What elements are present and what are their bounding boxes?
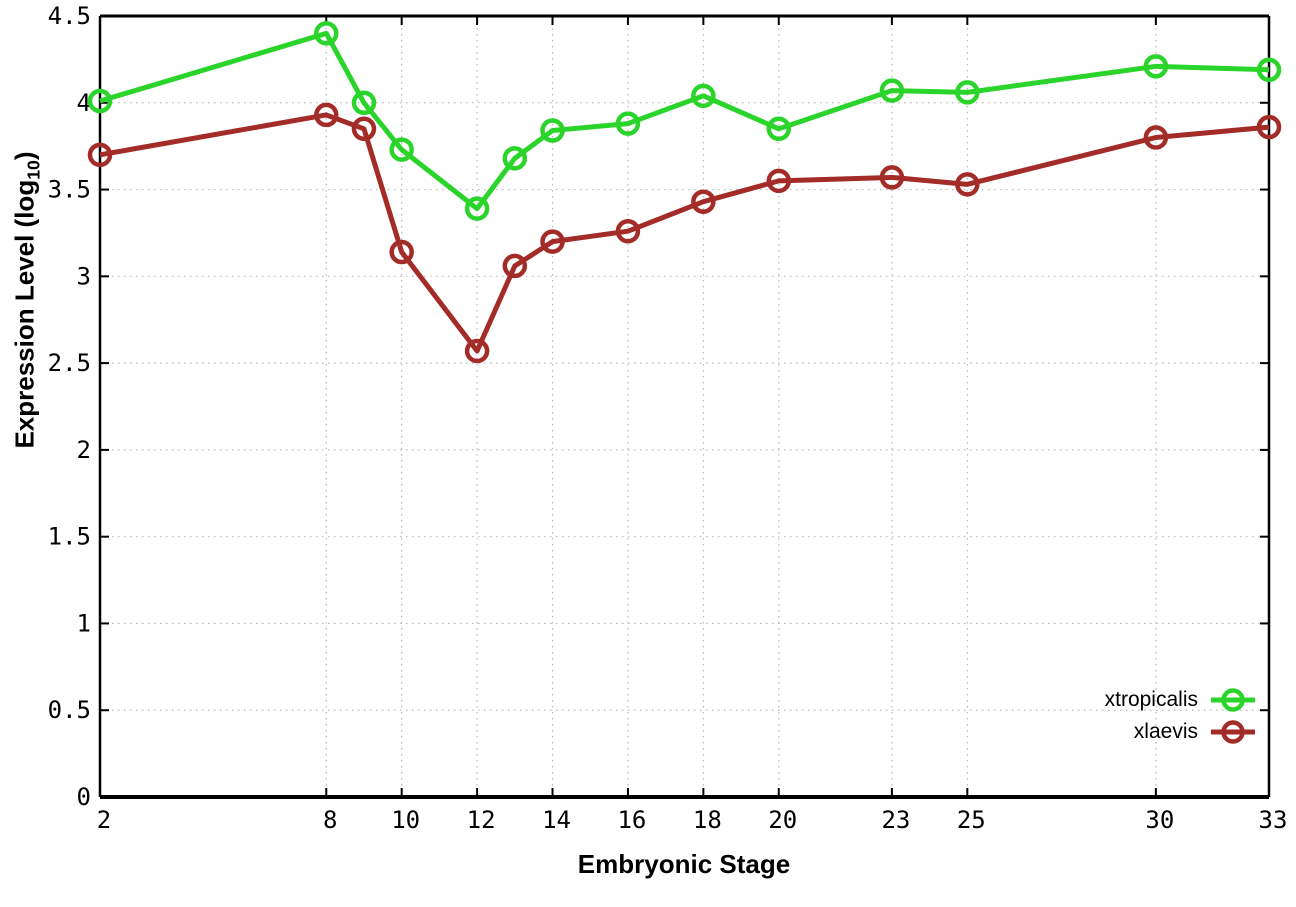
- series-xlaevis-marker: [351, 116, 377, 142]
- y-tick-label: 3: [77, 262, 91, 290]
- series-xtropicalis-marker: [351, 90, 377, 116]
- y-tick-label: 1.5: [48, 523, 91, 551]
- series-xlaevis-marker: [615, 218, 641, 244]
- series-xlaevis-marker: [1143, 125, 1169, 150]
- series-xlaevis-marker: [464, 338, 490, 364]
- series-xtropicalis-marker: [87, 88, 113, 114]
- legend-label-xtropicalis: xtropicalis: [1104, 688, 1198, 711]
- series-xtropicalis-marker: [1143, 54, 1169, 79]
- x-tick-label: 12: [467, 806, 496, 834]
- series-xlaevis-marker: [1256, 114, 1282, 140]
- y-axis-title-close: ): [9, 151, 40, 161]
- x-tick-label: 14: [542, 806, 571, 834]
- series-xtropicalis-marker: [955, 80, 980, 105]
- y-tick-label: 1: [77, 609, 91, 637]
- series-xtropicalis-marker: [389, 137, 414, 162]
- x-tick-label: 8: [323, 806, 337, 834]
- series-xtropicalis-marker: [1256, 57, 1282, 83]
- x-axis-title: Embryonic Stage: [577, 849, 791, 879]
- y-tick-label: 2.5: [48, 349, 91, 377]
- y-axis-title: Expression Level (log10): [9, 151, 44, 448]
- series-xlaevis-marker: [502, 253, 528, 279]
- x-tick-label: 23: [881, 806, 910, 834]
- series-xlaevis-marker: [955, 172, 980, 197]
- series-xlaevis-marker: [879, 165, 905, 190]
- y-tick-label: 2: [77, 436, 91, 464]
- series-xtropicalis-marker: [502, 146, 528, 171]
- series-xtropicalis-marker: [879, 78, 905, 103]
- legend-label-xlaevis: xlaevis: [1133, 720, 1198, 743]
- y-tick-label: 0: [77, 783, 91, 811]
- series-xtropicalis-marker: [691, 83, 716, 109]
- x-tick-label: 20: [768, 806, 797, 834]
- series-xlaevis-marker: [766, 168, 792, 194]
- x-tick-label: 25: [957, 806, 986, 834]
- series-xlaevis-marker: [389, 239, 414, 265]
- x-tick-label: 2: [97, 806, 111, 834]
- x-tick-label: 18: [693, 806, 722, 834]
- xtropicalis-line-marker-icon: [1211, 688, 1255, 712]
- series-xtropicalis-line: [99, 30, 1270, 212]
- series-xlaevis-marker: [314, 102, 339, 128]
- series-xtropicalis-marker: [464, 196, 490, 221]
- y-tick-label: 3.5: [48, 176, 91, 204]
- series-xlaevis-marker: [540, 229, 565, 254]
- legend: xtropicalis xlaevis: [1105, 684, 1256, 748]
- series-xlaevis-line: [99, 112, 1270, 354]
- legend-item-xtropicalis: xtropicalis: [1105, 684, 1256, 716]
- series-xtropicalis-marker: [314, 21, 339, 46]
- series-xtropicalis-marker: [615, 111, 641, 136]
- x-tick-label: 33: [1259, 806, 1288, 834]
- x-tick-label: 30: [1145, 806, 1174, 834]
- y-axis-title-text: Expression Level (log: [9, 179, 40, 449]
- y-tick-label: 0.5: [48, 696, 91, 724]
- series-xlaevis-marker: [87, 142, 113, 168]
- xlaevis-line-marker-icon: [1211, 720, 1255, 744]
- y-tick-label: 4: [77, 89, 91, 117]
- y-tick-label: 4.5: [48, 2, 91, 30]
- x-tick-label: 16: [617, 806, 646, 834]
- x-tick-label: 10: [391, 806, 420, 834]
- legend-item-xlaevis: xlaevis: [1134, 716, 1256, 748]
- series-xtropicalis-marker: [540, 118, 565, 143]
- series-xlaevis-marker: [691, 189, 716, 214]
- series-xtropicalis-marker: [766, 116, 792, 142]
- y-axis-title-subscript: 10: [23, 160, 44, 180]
